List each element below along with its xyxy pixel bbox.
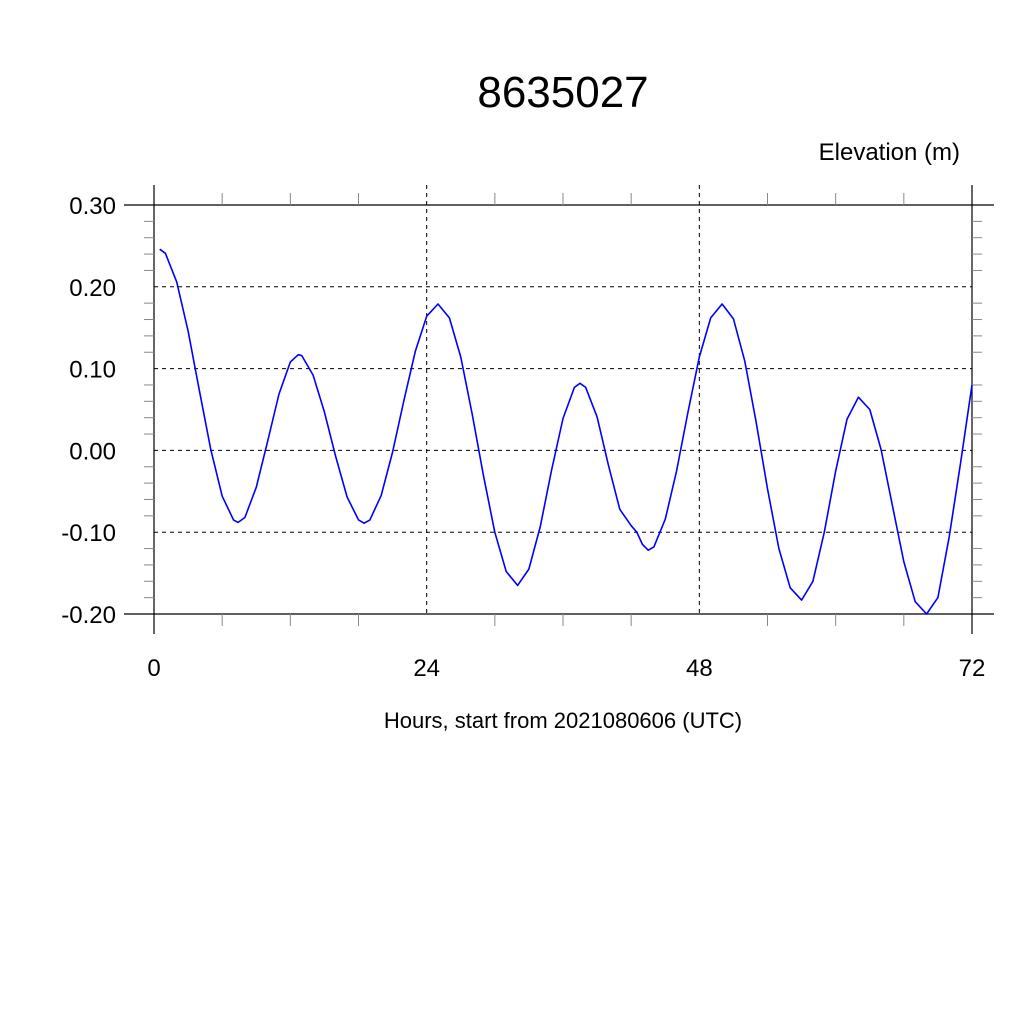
y-axis-label: Elevation (m): [818, 139, 960, 166]
chart-title: 8635027: [477, 68, 649, 117]
x-tick-label: 0: [147, 655, 160, 682]
y-tick-label: 0.10: [69, 357, 116, 384]
x-axis-label: Hours, start from 2021080606 (UTC): [383, 708, 743, 733]
y-tick-label: 0.00: [69, 438, 116, 465]
y-tick-label: 0.20: [69, 275, 116, 302]
x-tick-label: 24: [413, 655, 440, 682]
y-tick-label: -0.20: [61, 602, 116, 629]
y-tick-label: -0.10: [61, 520, 116, 547]
elevation-line: [159, 248, 973, 615]
x-tick-label: 48: [686, 655, 713, 682]
y-tick-label: 0.30: [69, 193, 116, 220]
x-tick-label: 72: [959, 655, 986, 682]
